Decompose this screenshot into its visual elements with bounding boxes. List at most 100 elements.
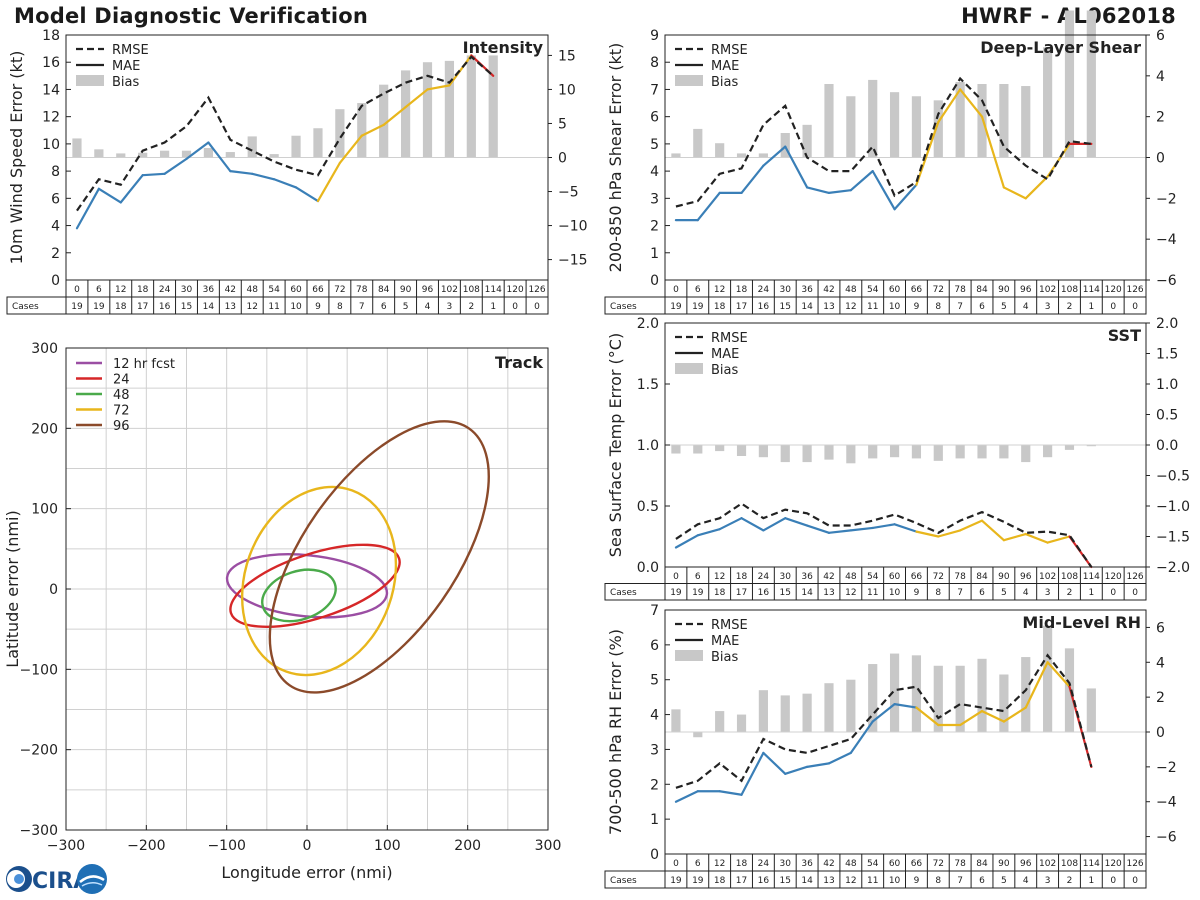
rh-case-count-36: 14 [801,876,813,886]
track-ellipse-48h [261,568,337,623]
track-ytick-label: 300 [31,341,58,357]
sst-mae-segment-0 [674,534,699,549]
rh-case-count-126: 0 [1132,876,1138,886]
intensity-legend-bias-swatch [76,75,104,86]
intensity-ytick-label: 6 [51,191,60,207]
sst-hour-label-54: 54 [867,572,879,582]
rh-hour-label-96: 96 [1020,859,1032,869]
track-ytick-label: −200 [20,743,58,759]
intensity-hour-label-12: 12 [115,285,126,295]
intensity-y2tick-label: 10 [558,82,576,98]
intensity-case-count-18: 17 [137,302,148,312]
rh-bias-bar-90 [999,674,1009,732]
shear-ytick-label: 4 [650,164,659,180]
shear-case-count-12: 18 [714,302,726,312]
rh-case-count-78: 7 [957,876,963,886]
shear-ytick-label: 9 [650,28,659,44]
rh-y2tick-label: −2 [1156,760,1177,776]
shear-case-count-78: 7 [957,302,963,312]
intensity-bias-bar-114 [488,55,498,158]
track-xtick-label: 200 [454,838,481,854]
rh-hour-label-60: 60 [889,859,901,869]
sst-bias-bar-96 [1021,445,1031,463]
shear-hour-label-36: 36 [801,285,813,295]
intensity-hour-label-114: 114 [485,285,502,295]
sst-bias-bar-48 [846,445,856,464]
rh-case-count-72: 8 [935,876,941,886]
sst-case-count-66: 9 [914,588,920,598]
sst-case-count-6: 19 [692,588,704,598]
shear-case-count-60: 10 [889,302,901,312]
rh-hour-label-18: 18 [736,859,748,869]
shear-bias-bar-18 [736,153,747,158]
track-title: Track [495,353,543,372]
intensity-case-count-48: 12 [247,302,258,312]
intensity-ytick-label: 8 [51,164,60,180]
rh-ytick-label: 5 [650,673,659,689]
shear-bias-bar-78 [955,81,965,158]
sst-case-count-72: 8 [935,588,941,598]
shear-bias-bar-36 [802,124,812,158]
rh-bias-bar-24 [758,690,768,732]
rh-case-count-30: 15 [780,876,791,886]
shear-mae-segment-72 [937,88,962,124]
shear-case-count-66: 9 [914,302,920,312]
shear-hour-label-42: 42 [823,285,834,295]
track-legend-label-12: 12 hr fcst [113,357,175,372]
sst-mae-segment-102 [1046,535,1071,544]
intensity-case-count-54: 11 [268,302,279,312]
intensity-mae-segment-54 [273,178,298,189]
shear-case-count-108: 2 [1067,302,1073,312]
sst-y2tick-label: 0.0 [1156,438,1178,454]
sst-hour-label-72: 72 [933,572,944,582]
sst-bias-bar-18 [736,445,747,456]
sst-mae-segment-18 [740,517,765,532]
shear-ytick-label: 6 [650,110,659,126]
intensity-legend-bias-label: Bias [112,75,139,90]
sst-hour-label-30: 30 [780,572,792,582]
sst-case-count-78: 7 [957,588,963,598]
intensity-hour-label-120: 120 [507,285,524,295]
track-xtick-label: 300 [535,838,562,854]
shear-mae-segment-6 [696,191,721,222]
shear-hour-label-18: 18 [736,285,748,295]
intensity-hour-label-72: 72 [334,285,345,295]
intensity-ylabel: 10m Wind Speed Error (kt) [7,51,26,265]
shear-bias-bar-12 [715,143,725,158]
shear-bias-bar-102 [1043,47,1053,158]
rh-mae-segment-18 [740,751,765,796]
rh-hour-label-54: 54 [867,859,879,869]
sst-hour-label-114: 114 [1083,572,1100,582]
sst-y2tick-label: −2.0 [1156,560,1190,576]
sst-hour-label-126: 126 [1126,572,1143,582]
rh-case-count-108: 2 [1067,876,1073,886]
shear-hour-label-60: 60 [889,285,901,295]
intensity-hour-label-42: 42 [225,285,236,295]
shear-bias-bar-90 [999,84,1009,158]
rh-y2tick-label: −6 [1156,830,1177,846]
shear-hour-label-54: 54 [867,285,879,295]
sst-case-count-36: 14 [801,588,813,598]
sst-bias-bar-54 [868,445,878,459]
sst-bias-bar-78 [955,445,965,459]
shear-bias-bar-66 [911,96,922,158]
sst-case-count-120: 0 [1110,588,1116,598]
intensity-cases-label-cell [6,296,67,315]
intensity-case-count-90: 5 [403,302,409,312]
intensity-case-count-120: 0 [512,302,518,312]
shear-case-count-48: 12 [845,302,856,312]
track-xtick-label: −300 [47,838,85,854]
rh-bias-bar-36 [802,693,812,732]
intensity-hour-label-18: 18 [137,285,149,295]
shear-mae-segment-66 [915,121,940,186]
shear-case-count-30: 15 [780,302,791,312]
rh-bias-bar-72 [933,665,943,732]
intensity-mae-segment-36 [207,141,232,173]
sst-case-count-24: 16 [758,588,770,598]
shear-case-count-126: 0 [1132,302,1138,312]
shear-bias-bar-108 [1064,10,1075,158]
intensity-bias-bar-12 [116,153,126,158]
shear-ytick-label: 2 [650,219,659,235]
intensity-mae-segment-96 [426,84,451,91]
track-xtick-label: 0 [303,838,312,854]
